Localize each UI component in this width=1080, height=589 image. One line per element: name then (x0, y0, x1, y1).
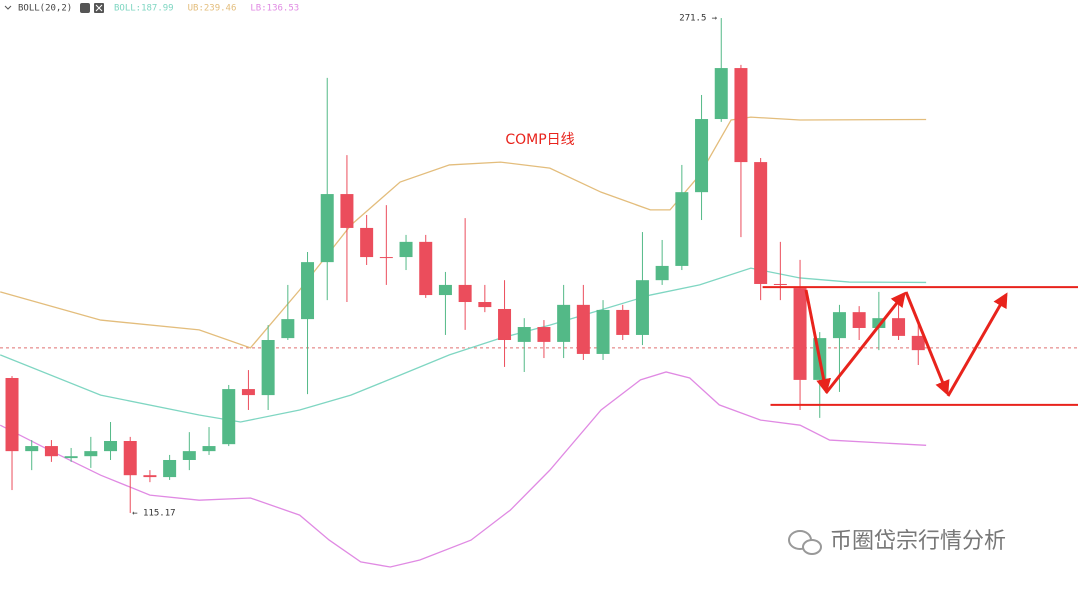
legend-entry: UB:239.46 (188, 4, 237, 14)
high-label: 271.5 → (679, 14, 718, 24)
arrow (824, 291, 906, 394)
legend-entry: BOLL:187.99 (114, 4, 174, 14)
band-line (0, 116, 927, 349)
candle-body (498, 308, 512, 341)
candle-body (458, 284, 472, 303)
candle-body (340, 194, 354, 228)
candle-body (616, 309, 630, 335)
chevron-icon (4, 5, 12, 10)
candle-body (852, 312, 866, 328)
candle-body (635, 280, 649, 335)
candle-body (202, 446, 216, 452)
candle-body (438, 284, 452, 296)
candle-body (281, 319, 295, 339)
low-label: ← 115.17 (132, 508, 175, 518)
candle-body (872, 318, 886, 328)
candle-body (379, 257, 393, 259)
candle-body (182, 451, 196, 460)
candle-body (734, 68, 748, 163)
chart-title: COMP日线 (505, 132, 574, 148)
candle-body (301, 262, 315, 320)
watermark: 币圈岱宗行情分析 (788, 529, 1006, 555)
wechat-icon (802, 539, 822, 555)
candle-body (793, 288, 807, 380)
candle-body (143, 475, 157, 478)
candle-body (714, 68, 728, 120)
candle-body (261, 340, 275, 396)
candle-body (399, 241, 413, 258)
arrow (804, 289, 832, 394)
close-glyph (95, 4, 103, 12)
candles (5, 18, 925, 513)
candle-body (675, 192, 689, 266)
candle-body (241, 389, 255, 396)
candle-body (576, 304, 590, 354)
candle-body (695, 119, 709, 193)
candle-body (892, 318, 906, 336)
candle-body (655, 265, 669, 281)
candle-body (419, 241, 433, 296)
candle-body (123, 440, 137, 476)
candle-body (537, 327, 551, 342)
zigzag-drawing (804, 289, 1008, 397)
watermark-text: 币圈岱宗行情分析 (830, 529, 1006, 554)
candle-body (222, 389, 236, 445)
candle-body (84, 451, 98, 457)
indicator-name: BOLL(20,2) (18, 4, 72, 14)
candle-body (517, 327, 531, 342)
candle-body (104, 440, 118, 452)
header: BOLL(20,2) (4, 3, 104, 14)
candle-body (5, 377, 19, 452)
candle-body (25, 446, 39, 452)
candle-body (911, 335, 925, 351)
legend-entry: LB:136.53 (250, 4, 299, 14)
candle-body (754, 162, 768, 284)
candle-body (360, 227, 374, 258)
candle-body (64, 456, 78, 459)
candle-body (596, 309, 610, 354)
candle-body (773, 283, 787, 285)
band-line (0, 371, 927, 568)
candle-body (44, 446, 58, 457)
candle-body (478, 302, 492, 308)
arrow (904, 291, 950, 396)
arrow (946, 292, 1008, 397)
candle-body (832, 312, 846, 339)
candle-body (163, 459, 177, 478)
candle-body (557, 304, 571, 342)
settings-icon[interactable] (80, 3, 90, 13)
candle-body (320, 194, 334, 263)
